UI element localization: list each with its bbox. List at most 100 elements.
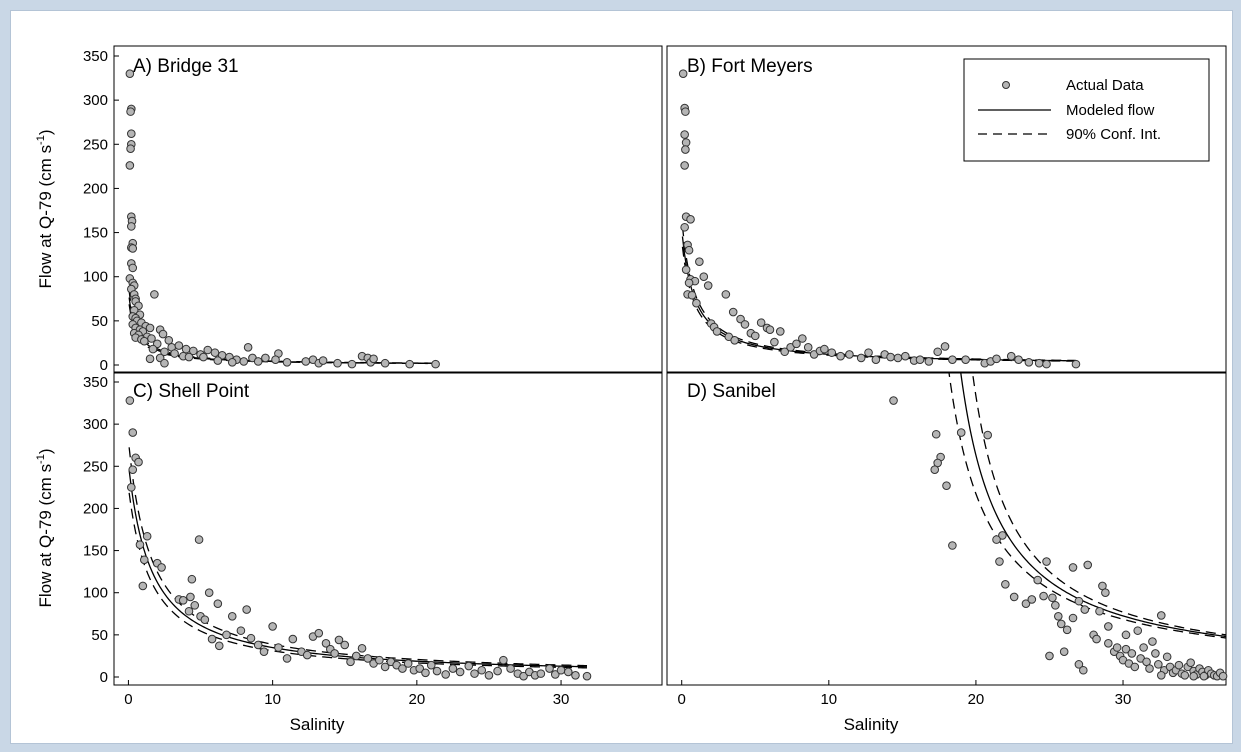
panel-b-data-point <box>1071 359 1081 369</box>
legend-actual-data: Actual Data <box>1066 77 1144 94</box>
panel-c-data-point <box>302 650 312 660</box>
panel-d-data-point <box>1056 619 1066 629</box>
panel-a-ytick-label: 300 <box>83 92 108 109</box>
panel-c-data-point <box>421 668 430 678</box>
panel-b-title: B) Fort Meyers <box>687 56 813 77</box>
panel-a-data-point <box>253 357 263 366</box>
panel-c-data-point <box>190 601 200 610</box>
panel-c-data-point <box>334 635 344 645</box>
panel-b-data-point <box>940 342 950 351</box>
panel-c-data-point <box>259 647 269 657</box>
panel-c-data-point <box>288 634 298 644</box>
panel-a-data-point <box>127 129 136 138</box>
panel-b-data-point <box>692 298 701 308</box>
panel-a-data-point <box>405 359 414 369</box>
panel-a-ytick-label: 200 <box>83 180 108 197</box>
panel-b-data-point <box>681 138 691 147</box>
panel-d-data-point <box>1148 637 1157 646</box>
panel-c-data-point <box>186 592 195 602</box>
panel-d-data-point <box>1054 612 1063 621</box>
panel-a-data-point <box>318 356 328 365</box>
panel-a-ytick-label: 350 <box>83 48 108 65</box>
panel-c-data-point <box>550 670 560 679</box>
panel-c-data-point <box>351 651 361 661</box>
panel-c-ytick-label: 350 <box>83 374 108 391</box>
panel-c-data-point <box>545 664 554 673</box>
panel-d-data-point <box>930 465 940 474</box>
panel-d-data-point <box>992 535 1001 544</box>
panel-c-data-point <box>135 540 145 549</box>
panel-b-ci-lower-curve <box>681 246 1076 362</box>
panel-d-data-point <box>1156 611 1166 620</box>
panel-c-data-point <box>187 574 197 584</box>
panel-c-data-point <box>200 615 210 624</box>
panel-c-data-point <box>321 638 331 648</box>
panel-a-title: A) Bridge 31 <box>133 56 239 77</box>
panel-b-data-point <box>803 343 813 352</box>
panel-d-data-point <box>1048 593 1057 603</box>
panel-c-xtick-label: 0 <box>124 691 132 708</box>
panel-d-data-point <box>1127 649 1137 658</box>
panel-b-data-point <box>712 327 722 336</box>
panel-b-data-point <box>915 355 925 365</box>
panel-a-ylabel: Flow at Q-79 (cm s-1) <box>35 129 55 288</box>
panel-c-data-point <box>441 670 450 679</box>
panel-b-data-point <box>687 290 697 300</box>
panel-b-data-point <box>680 222 689 232</box>
panel-c-data-point <box>448 664 458 673</box>
panel-a-data-point <box>369 354 378 364</box>
panel-a-data-point <box>431 359 440 369</box>
panel-a-data-point <box>127 222 136 231</box>
panel-d-frame <box>666 371 1227 686</box>
panel-c-data-point <box>253 640 263 650</box>
panel-b-data-point <box>827 348 837 357</box>
panel-d-data-point <box>1174 660 1184 670</box>
panel-b-data-point <box>756 318 766 327</box>
panel-d-model-curve <box>960 372 1226 638</box>
panel-b-data-point <box>924 357 934 366</box>
panel-c-title: C) Shell Point <box>133 381 250 402</box>
panel-c-data-point <box>506 664 515 673</box>
panel-c-data-point <box>134 457 143 467</box>
panel-a-data-point <box>210 348 220 357</box>
panel-c-data-point <box>157 563 166 572</box>
panel-a-data-point <box>239 357 249 366</box>
panel-d-data-point <box>1021 599 1031 608</box>
panel-a-data-point <box>158 329 168 339</box>
panel-a-ytick-label: 0 <box>100 357 108 374</box>
panel-b-data-point <box>820 344 829 354</box>
panel-b-data-point <box>740 320 750 329</box>
panel-d-ci-lower-curve <box>948 372 1226 639</box>
panel-a-data-point <box>126 107 135 116</box>
panel-b-data-point <box>933 347 942 357</box>
panel-b-data-point <box>845 350 854 359</box>
panel-c-data-point <box>582 671 592 681</box>
panel-c-data-point <box>470 669 479 678</box>
panel-a-data-point <box>148 344 158 354</box>
panel-c-data-point <box>125 396 135 405</box>
panel-c-data-point <box>214 641 224 651</box>
panel-c-data-point <box>178 596 188 605</box>
panel-d-data-point <box>1112 643 1122 652</box>
panel-d-data-point <box>1083 560 1093 570</box>
legend: Actual Data Modeled flow 90% Conf. Int. <box>963 58 1210 162</box>
panel-d-xtick-label: 0 <box>678 691 686 708</box>
panel-c-data-point <box>432 666 442 676</box>
panel-d-data-point <box>889 396 898 405</box>
panel-a-data-point <box>139 336 149 346</box>
panel-b-data-point <box>1042 359 1051 369</box>
panel-b-model-curve <box>681 236 1076 362</box>
panel-d-data-point <box>1130 662 1140 672</box>
panel-a-data-point <box>184 352 194 362</box>
panel-c-data-point <box>213 599 223 608</box>
panel-a-data-point <box>181 344 191 354</box>
panel-c-data-point <box>380 662 390 672</box>
panel-d-data-point <box>1151 649 1160 658</box>
panel-b-data-point <box>684 278 694 288</box>
panel-a-data-point <box>282 358 292 367</box>
panel-c-data-point <box>398 664 407 673</box>
panel-d-data-point <box>1095 606 1104 616</box>
panel-c-data-point <box>493 666 502 676</box>
panel-c-data-point <box>142 531 152 541</box>
panel-b-data-point <box>730 335 739 345</box>
